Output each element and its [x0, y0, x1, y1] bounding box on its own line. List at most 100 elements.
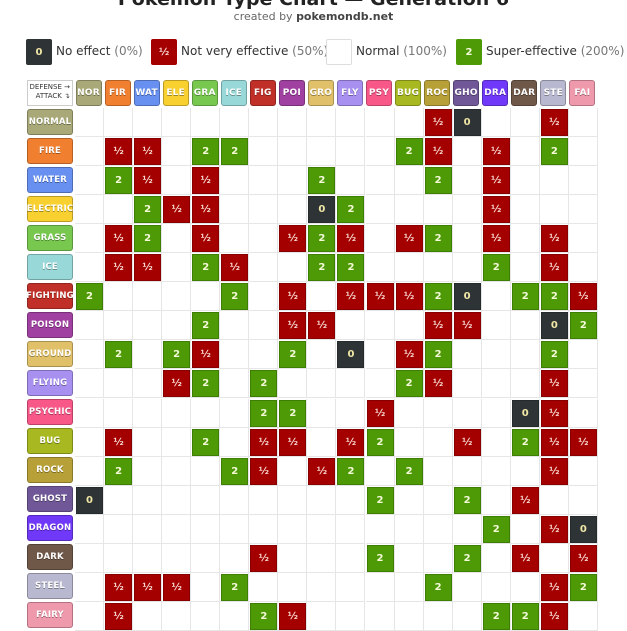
effectiveness-cell-ste-vs-ice: 2 — [221, 573, 249, 601]
attack-type-header-fairy[interactable]: FAIRY — [27, 602, 73, 629]
grid-cell — [539, 224, 569, 254]
defense-type-header-grass[interactable]: GRA — [191, 80, 218, 106]
grid-cell — [307, 514, 337, 544]
attack-type-header-flying[interactable]: FLYING — [27, 369, 73, 396]
grid-cell — [104, 514, 134, 544]
legend-label-super-effective: Super-effective (200%) — [486, 44, 624, 58]
grid-cell — [249, 253, 279, 283]
grid-cell — [394, 137, 424, 167]
effectiveness-cell-gra-vs-wat: 2 — [134, 225, 162, 253]
defense-type-header-ground[interactable]: GRO — [307, 80, 334, 106]
effectiveness-cell-psy-vs-fig: 2 — [250, 399, 278, 427]
defense-type-header-ice[interactable]: ICE — [220, 80, 247, 106]
grid-cell — [162, 137, 192, 167]
effectiveness-cell-gho-vs-gho: 2 — [453, 486, 481, 514]
legend-pct: (50%) — [292, 44, 329, 58]
defense-type-header-poison[interactable]: POI — [278, 80, 305, 106]
grid-cell — [423, 311, 453, 341]
defense-type-header-fire[interactable]: FIR — [104, 80, 131, 106]
grid-cell — [423, 282, 453, 312]
grid-cell — [336, 137, 366, 167]
attack-type-header-bug[interactable]: BUG — [27, 428, 73, 455]
grid-cell — [191, 398, 221, 428]
grid-cell — [249, 195, 279, 225]
legend-text: Normal — [356, 44, 400, 58]
grid-cell — [452, 572, 482, 602]
grid-cell — [336, 572, 366, 602]
legend-label-normal: Normal (100%) — [356, 44, 447, 58]
grid-cell — [307, 601, 337, 631]
grid-cell — [278, 224, 308, 254]
defense-type-header-psychic[interactable]: PSY — [366, 80, 392, 106]
effectiveness-cell-wat-vs-wat: ½ — [134, 167, 162, 195]
effectiveness-cell-ele-vs-gra: ½ — [192, 196, 220, 224]
defense-type-header-ghost[interactable]: GHO — [453, 80, 480, 106]
attack-type-header-fighting[interactable]: FIGHTING — [26, 282, 74, 309]
effectiveness-cell-roc-vs-bug: 2 — [395, 457, 423, 485]
defense-type-header-fairy[interactable]: FAI — [569, 80, 596, 106]
grid-cell — [452, 601, 482, 631]
grid-cell — [481, 369, 511, 399]
defense-type-header-dark[interactable]: DAR — [511, 80, 538, 106]
grid-cell — [75, 543, 105, 573]
effectiveness-cell-ele-vs-fly: 2 — [337, 196, 365, 224]
effectiveness-cell-ice-vs-dra: 2 — [482, 254, 510, 282]
attack-type-header-psychic[interactable]: PSYCHIC — [27, 399, 73, 425]
grid-cell — [249, 166, 279, 196]
defense-type-header-rock[interactable]: ROC — [424, 80, 451, 106]
grid-cell — [568, 456, 598, 486]
attack-type-header-water[interactable]: WATER — [27, 166, 73, 193]
attack-type-header-dragon[interactable]: DRAGON — [27, 515, 73, 542]
defense-axis-label: DEFENSE → — [29, 83, 70, 91]
defense-type-header-electric[interactable]: ELE — [162, 80, 189, 106]
grid-cell — [336, 311, 366, 341]
defense-type-header-fighting[interactable]: FIG — [249, 80, 276, 106]
attack-type-header-dark[interactable]: DARK — [27, 544, 73, 571]
grid-cell — [162, 253, 192, 283]
effectiveness-cell-ste-vs-fai: 2 — [569, 573, 597, 601]
grid-cell — [336, 195, 366, 225]
grid-cell — [133, 224, 163, 254]
attack-type-header-poison[interactable]: POISON — [27, 311, 73, 338]
effectiveness-cell-fir-vs-ice: 2 — [221, 138, 249, 166]
effectiveness-cell-fir-vs-dra: ½ — [482, 138, 510, 166]
grid-cell — [568, 195, 598, 225]
effectiveness-cell-ice-vs-ice: ½ — [221, 254, 249, 282]
grid-cell — [568, 282, 598, 312]
grid-cell — [423, 166, 453, 196]
grid-cell — [539, 398, 569, 428]
grid-cell — [220, 137, 250, 167]
effectiveness-cell-poi-vs-poi: ½ — [279, 312, 307, 340]
attack-type-header-electric[interactable]: ELECTRIC — [27, 195, 73, 222]
attack-type-header-ground[interactable]: GROUND — [27, 340, 73, 367]
attack-type-header-ghost[interactable]: GHOST — [27, 486, 73, 513]
grid-cell — [336, 601, 366, 631]
grid-cell — [423, 137, 453, 167]
credit-site-link[interactable]: pokemondb.net — [296, 10, 394, 23]
attack-type-header-rock[interactable]: ROCK — [27, 457, 73, 484]
attack-type-header-steel[interactable]: STEEL — [27, 573, 73, 600]
grid-cell — [510, 398, 540, 428]
attack-type-header-ice[interactable]: ICE — [27, 253, 73, 280]
defense-type-header-flying[interactable]: FLY — [336, 80, 363, 106]
attack-type-header-grass[interactable]: GRASS — [27, 224, 73, 251]
grid-cell — [104, 137, 134, 167]
attack-type-header-normal[interactable]: NORMAL — [27, 108, 73, 135]
defense-type-header-bug[interactable]: BUG — [395, 80, 422, 106]
grid-cell — [510, 572, 540, 602]
defense-type-header-steel[interactable]: STE — [540, 80, 567, 106]
grid-cell — [133, 282, 163, 312]
grid-cell — [336, 485, 366, 515]
attack-type-header-fire[interactable]: FIRE — [27, 137, 73, 164]
effectiveness-cell-roc-vs-fir: 2 — [105, 457, 133, 485]
grid-cell — [481, 311, 511, 341]
grid-cell — [423, 340, 453, 370]
defense-type-header-normal[interactable]: NOR — [75, 80, 102, 106]
effectiveness-cell-gro-vs-poi: 2 — [279, 341, 307, 369]
defense-type-header-dragon[interactable]: DRA — [482, 80, 509, 106]
effectiveness-cell-bug-vs-fly: ½ — [337, 428, 365, 456]
effectiveness-cell-dra-vs-fai: 0 — [569, 515, 597, 543]
grid-cell — [423, 369, 453, 399]
effectiveness-cell-bug-vs-poi: ½ — [279, 428, 307, 456]
defense-type-header-water[interactable]: WAT — [133, 80, 160, 106]
